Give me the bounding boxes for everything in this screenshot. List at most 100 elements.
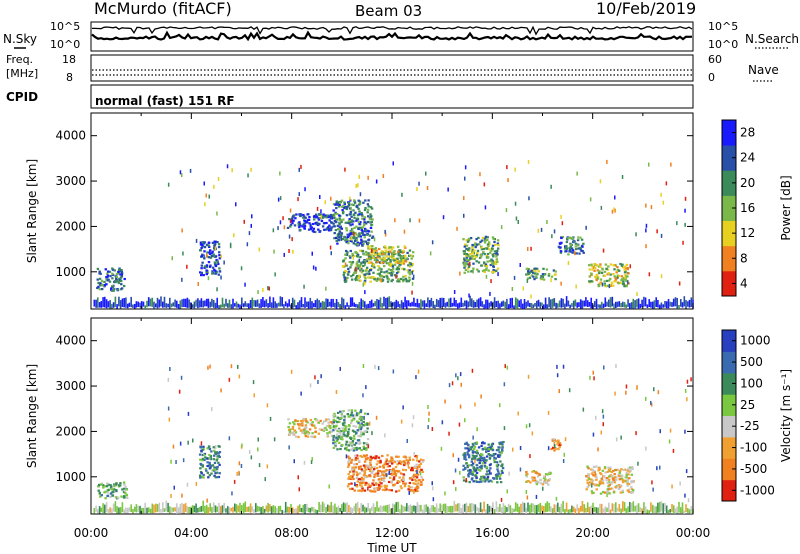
echo-mark: [535, 272, 538, 275]
echo-mark: [369, 245, 373, 248]
echo-mark: [471, 450, 475, 453]
echo-mark: [357, 267, 360, 270]
ground-scatter-mark: [615, 502, 617, 513]
scatter-mark: [686, 379, 689, 384]
scatter-mark: [645, 223, 648, 228]
echo-mark: [497, 470, 500, 473]
ground-scatter-mark: [606, 507, 608, 512]
scatter-mark: [204, 202, 206, 207]
scatter-mark: [273, 249, 275, 254]
echo-mark: [317, 421, 321, 424]
echo-mark: [376, 260, 379, 264]
ground-scatter-mark: [218, 502, 220, 513]
echo-mark: [395, 470, 399, 473]
echo-mark: [620, 278, 624, 281]
echo-mark: [468, 464, 471, 467]
echo-mark: [105, 283, 108, 286]
scatter-mark: [362, 393, 364, 398]
echo-mark: [590, 490, 594, 493]
ground-scatter-mark: [497, 506, 499, 513]
echo-mark: [326, 434, 330, 437]
scatter-mark: [368, 421, 371, 426]
scatter-mark: [186, 264, 188, 269]
echo-mark: [360, 449, 363, 452]
ground-scatter-mark: [446, 301, 448, 307]
ground-scatter-mark: [680, 507, 682, 513]
ground-scatter-mark: [574, 299, 577, 307]
echo-mark: [287, 418, 290, 421]
scatter-mark: [203, 254, 205, 259]
scatter-mark: [648, 272, 651, 277]
ground-scatter-mark: [523, 502, 526, 512]
echo-mark: [483, 241, 487, 244]
echo-mark: [380, 482, 383, 485]
echo-mark: [217, 273, 220, 276]
echo-mark: [309, 227, 312, 231]
ground-scatter-mark: [311, 301, 313, 309]
echo-mark: [396, 259, 399, 262]
echo-mark: [208, 265, 212, 268]
echo-mark: [352, 477, 355, 481]
echo-mark: [481, 236, 485, 239]
ground-scatter-mark: [272, 297, 275, 308]
echo-mark: [618, 274, 621, 278]
scatter-mark: [563, 452, 565, 457]
echo-mark: [478, 457, 481, 460]
echo-mark: [342, 206, 346, 209]
echo-mark: [537, 481, 540, 484]
echo-mark: [218, 254, 221, 257]
ground-scatter-mark: [232, 506, 234, 513]
ground-scatter-mark: [258, 303, 261, 308]
echo-mark: [492, 477, 495, 480]
echo-mark: [361, 489, 364, 492]
echo-mark: [342, 218, 345, 221]
ground-scatter-mark: [434, 304, 436, 309]
scatter-mark: [553, 229, 556, 234]
ground-scatter-mark: [316, 510, 319, 514]
echo-mark: [420, 468, 423, 471]
ground-scatter-mark: [688, 299, 691, 308]
echo-mark: [352, 470, 355, 473]
echo-mark: [370, 230, 373, 233]
scatter-mark: [180, 375, 183, 380]
echo-mark: [487, 443, 490, 446]
echo-mark: [600, 477, 604, 480]
echo-mark: [329, 425, 332, 428]
echo-mark: [338, 431, 341, 434]
echo-mark: [213, 261, 217, 264]
echo-mark: [388, 488, 391, 492]
echo-mark: [374, 490, 377, 493]
echo-mark: [598, 270, 601, 273]
echo-mark: [101, 288, 104, 291]
echo-mark: [292, 219, 295, 222]
echo-mark: [354, 458, 358, 461]
echo-mark: [344, 280, 347, 283]
echo-mark: [526, 277, 530, 280]
echo-mark: [464, 447, 467, 450]
echo-mark: [367, 261, 370, 265]
echo-mark: [302, 216, 305, 219]
echo-mark: [396, 463, 399, 466]
echo-mark: [588, 264, 591, 267]
echo-mark: [464, 466, 467, 470]
ground-scatter-mark: [306, 301, 308, 307]
echo-mark: [327, 216, 330, 219]
echo-mark: [614, 276, 617, 280]
colorbar-label: Power [dB]: [779, 175, 793, 240]
echo-mark: [327, 418, 331, 421]
scatter-mark: [511, 287, 514, 291]
echo-mark: [338, 203, 341, 207]
echo-mark: [123, 277, 126, 281]
echo-mark: [611, 477, 615, 480]
scatter-mark: [606, 493, 608, 498]
echo-mark: [557, 440, 560, 444]
echo-mark: [336, 430, 339, 433]
echo-mark: [601, 469, 604, 472]
echo-mark: [400, 256, 403, 259]
scatter-mark: [504, 364, 506, 369]
ground-scatter-mark: [585, 507, 587, 513]
echo-mark: [366, 220, 370, 224]
echo-mark: [605, 479, 608, 482]
echo-mark: [383, 477, 386, 480]
echo-mark: [99, 284, 102, 287]
